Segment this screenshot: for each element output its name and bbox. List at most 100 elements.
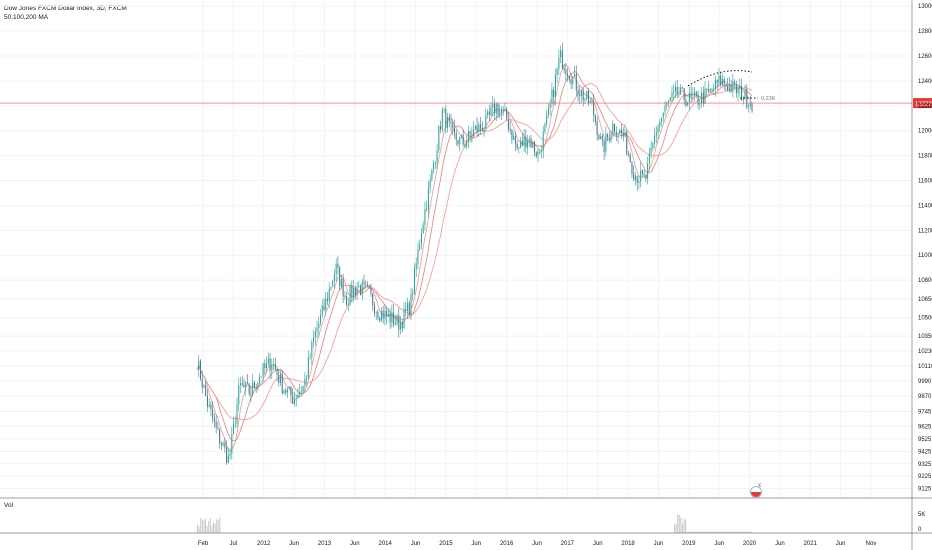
- candle-body: [638, 181, 640, 183]
- candle-body: [339, 267, 341, 286]
- candle-body: [626, 132, 628, 155]
- candle-body: [227, 455, 229, 463]
- candle-body: [349, 285, 351, 304]
- candle-body: [415, 263, 417, 269]
- candle-body: [575, 73, 577, 91]
- candle-body: [702, 92, 704, 104]
- candle-body: [549, 103, 551, 109]
- candle-body: [480, 124, 482, 129]
- candle-body: [337, 263, 339, 268]
- candle-body: [716, 79, 718, 84]
- x-tick-label: Jun: [836, 541, 846, 547]
- event-close-icon[interactable]: x: [758, 483, 761, 489]
- candle-body: [413, 268, 415, 295]
- candle-body: [521, 140, 523, 146]
- candle-body: [243, 384, 245, 388]
- candle-body: [742, 98, 744, 101]
- candle-body: [353, 288, 355, 298]
- candle-body: [544, 123, 546, 132]
- candle-body: [600, 136, 602, 140]
- candle-body: [307, 357, 309, 378]
- candle-body: [311, 341, 313, 358]
- candle-body: [293, 398, 295, 404]
- candle-body: [373, 305, 375, 313]
- candle-body: [452, 123, 454, 129]
- volume-bar: [723, 531, 725, 533]
- volume-bar: [217, 520, 219, 533]
- last-price-badge: [913, 98, 932, 109]
- candle-body: [699, 103, 701, 105]
- x-tick-label: Jun: [471, 541, 481, 547]
- candle-body: [433, 163, 435, 171]
- economic-event-icon[interactable]: [750, 486, 762, 498]
- candle-body: [608, 137, 610, 141]
- x-tick-label: Jun: [411, 541, 421, 547]
- x-tick-label: Jun: [532, 541, 542, 547]
- candle-body: [314, 331, 316, 338]
- candle-body: [493, 103, 496, 114]
- candle-body: [325, 299, 327, 310]
- candle-body: [394, 323, 396, 325]
- x-tick-label: Feb: [198, 541, 209, 547]
- volume-bar: [722, 531, 723, 533]
- moving-average-line: [196, 70, 753, 442]
- candle-body: [640, 170, 642, 182]
- y-tick-label: 12200: [918, 104, 932, 110]
- candle-body: [530, 138, 532, 148]
- candle-body: [333, 274, 335, 282]
- y-tick-label: 9125: [918, 487, 932, 493]
- volume-bar: [717, 531, 719, 533]
- x-tick-label: 2016: [500, 541, 514, 547]
- volume-bar: [750, 531, 752, 533]
- candle-body: [212, 409, 214, 419]
- candle-body: [728, 84, 730, 91]
- annotations: 12222 0.23K: [0, 70, 932, 109]
- candle-body: [495, 103, 497, 114]
- volume-bar: [686, 531, 688, 533]
- candle-body: [286, 389, 288, 393]
- candle-body: [391, 312, 393, 323]
- y-tick-label: 10500: [918, 315, 932, 321]
- candle-body: [721, 79, 723, 86]
- candle-body: [360, 285, 362, 295]
- candle-body: [647, 163, 649, 179]
- x-tick-label: Jun: [593, 541, 603, 547]
- x-tick-label: 2020: [743, 541, 757, 547]
- candle-body: [655, 132, 657, 136]
- candle-body: [643, 174, 645, 176]
- x-tick-label: 2012: [257, 541, 271, 547]
- x-tick-label: Jun: [714, 541, 724, 547]
- candle-body: [645, 175, 647, 179]
- candle-body: [706, 88, 708, 90]
- candle-body: [297, 395, 299, 399]
- candle-body: [483, 128, 485, 132]
- candle-body: [648, 153, 650, 164]
- candle-body: [358, 285, 360, 288]
- candle-body: [203, 385, 205, 388]
- candle-body: [459, 136, 461, 145]
- candle-body: [714, 79, 716, 90]
- candle-body: [694, 91, 696, 96]
- candle-body: [469, 131, 471, 135]
- candle-body: [617, 134, 619, 136]
- candle-body: [231, 433, 233, 454]
- candle-body: [318, 323, 320, 329]
- candle-body: [401, 322, 403, 328]
- candle-body: [406, 302, 409, 311]
- y-tick-label: 11000: [918, 253, 932, 259]
- candle-body: [382, 310, 384, 319]
- candle-body: [701, 92, 703, 104]
- candle-body: [450, 121, 452, 124]
- candle-body: [321, 305, 323, 316]
- candle-body: [662, 112, 664, 118]
- volume-bar: [728, 531, 730, 533]
- candle-body: [208, 404, 210, 407]
- volume-bar: [197, 524, 198, 533]
- candle-body: [641, 170, 643, 175]
- candle-body: [220, 443, 222, 445]
- candle-body: [666, 102, 668, 106]
- candle-body: [678, 94, 680, 96]
- candle-body: [351, 285, 353, 298]
- candle-body: [288, 386, 290, 390]
